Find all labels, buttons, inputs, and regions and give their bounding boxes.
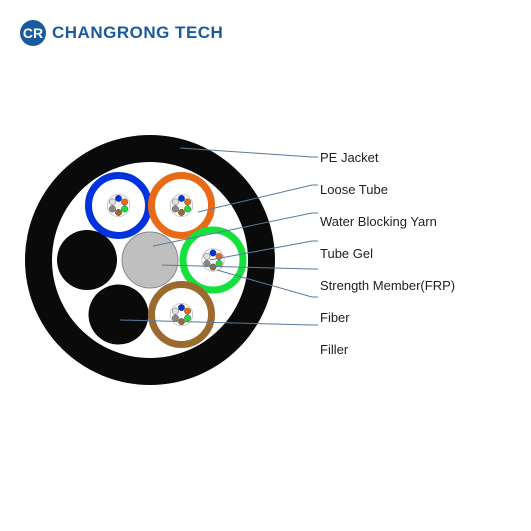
label-2: Water Blocking Yarn (320, 207, 455, 235)
labels-column: PE Jacket Loose Tube Water Blocking Yarn Tu… (320, 143, 455, 367)
label-5: Fiber (320, 303, 455, 331)
brand-logo: CR CHANGRONG TECH (20, 20, 223, 46)
cable-diagram (20, 130, 280, 390)
label-6: Filler (320, 335, 455, 363)
label-4: Strength Member(FRP) (320, 271, 455, 299)
brand-icon: CR (20, 20, 46, 46)
label-3: Tube Gel (320, 239, 455, 267)
brand-name: CHANGRONG TECH (52, 23, 223, 43)
cable-svg (20, 130, 280, 390)
label-0: PE Jacket (320, 143, 455, 171)
label-1: Loose Tube (320, 175, 455, 203)
